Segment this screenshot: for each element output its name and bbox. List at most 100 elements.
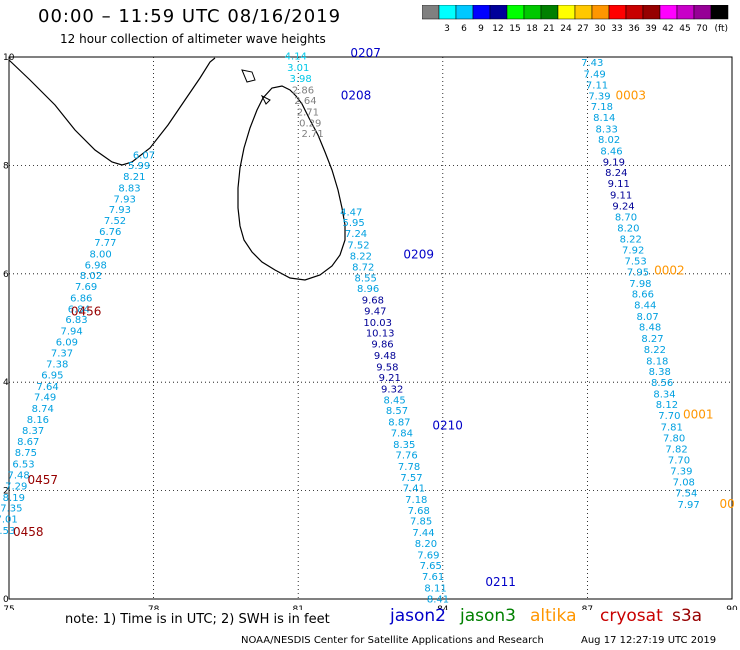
colorbar-label: 15: [509, 24, 520, 34]
wave-height-value: 8.37: [22, 426, 44, 437]
colorbar-label: 3: [444, 24, 450, 34]
y-tick-label: 10: [3, 53, 15, 63]
wave-height-value: 8.44: [634, 300, 656, 311]
colorbar-swatch: [710, 5, 729, 20]
wave-height-value: 8.34: [653, 389, 675, 400]
wave-height-value: 7.11: [586, 80, 608, 91]
wave-height-value: 7.53: [0, 526, 15, 537]
wave-height-value: 7.82: [665, 445, 687, 456]
wave-height-value: 7.18: [591, 102, 613, 113]
wave-height-value: 4.14: [285, 52, 307, 63]
wave-height-value: 7.94: [61, 327, 83, 338]
wave-height-value: 8.20: [415, 539, 437, 550]
wave-height-value: 8.16: [27, 415, 49, 426]
wave-height-value: 6.53: [12, 459, 34, 470]
colorbar-label: 30: [594, 24, 606, 34]
wave-height-value: 9.47: [364, 306, 386, 317]
wave-height-value: 7.77: [94, 238, 116, 249]
wave-height-value: 10.13: [366, 329, 395, 340]
colorbar-label: 21: [543, 24, 554, 34]
wave-height-value: 8.38: [649, 367, 671, 378]
wave-height-value: 2.64: [294, 96, 316, 107]
wave-height-value: 8.19: [3, 493, 25, 504]
colorbar-label: 42: [662, 24, 673, 34]
wave-height-value: 7.69: [75, 282, 97, 293]
x-tick-label: 84: [437, 605, 449, 610]
wave-height-value: 8.21: [123, 172, 145, 183]
wave-height-value: 8.83: [118, 183, 140, 194]
wave-height-value: 7.37: [51, 349, 73, 360]
altimeter-tracks: 6.075.998.218.837.937.937.526.767.778.00…: [0, 52, 700, 606]
wave-height-value: 2.71: [302, 129, 324, 140]
wave-height-value: 9.11: [608, 179, 630, 190]
wave-height-value: 8.24: [605, 168, 627, 179]
pass-number-label: 00: [720, 497, 735, 511]
wave-height-value: 8.27: [641, 334, 663, 345]
wave-height-value: 8.22: [350, 252, 372, 263]
wave-height-value: 8.02: [598, 135, 620, 146]
wave-height-value: 7.18: [405, 495, 427, 506]
wave-height-value: 8.18: [646, 356, 668, 367]
wave-height-value: 8.67: [17, 437, 39, 448]
coast-islet: [260, 94, 271, 105]
wave-height-value: 8.55: [355, 273, 377, 284]
colorbar-label: 39: [645, 24, 657, 34]
wave-height-value: 7.49: [583, 70, 605, 81]
colorbar-label: 33: [611, 24, 622, 34]
wave-height-value: 8.00: [89, 250, 111, 261]
wave-height-value: 7.35: [0, 504, 22, 515]
wave-height-value: 3.01: [287, 63, 309, 74]
wave-height-value: 7.38: [46, 360, 68, 371]
wave-height-value: 6.95: [41, 370, 63, 381]
pass-number-label: 0457: [27, 473, 58, 487]
wave-height-value: 5.99: [128, 161, 150, 172]
wave-height-value: 7.69: [417, 550, 439, 561]
pass-number-label: 0456: [71, 305, 102, 319]
wave-height-value: 8.12: [656, 400, 678, 411]
wave-height-value: 7.95: [627, 267, 649, 278]
wave-height-value: 7.70: [658, 411, 680, 422]
colorbar-label: 27: [577, 24, 588, 34]
wave-height-value: 7.64: [36, 382, 58, 393]
timestamp: Aug 17 12:27:19 UTC 2019: [581, 635, 717, 646]
wave-height-value: 7.44: [412, 528, 434, 539]
colorbar-label: 9: [478, 24, 484, 34]
wave-height-value: 2.71: [297, 108, 319, 119]
wave-height-value: 7.93: [114, 194, 136, 205]
wave-height-value: 7.93: [109, 205, 131, 216]
wave-height-value: 7.01: [0, 515, 18, 526]
wave-height-value: 8.41: [427, 594, 449, 605]
wave-height-value: 7.68: [408, 506, 430, 517]
wave-height-value: 7.39: [588, 91, 610, 102]
wave-height-value: 7.84: [391, 428, 413, 439]
wave-height-value: 8.70: [615, 213, 637, 224]
pass-number-label: 0209: [403, 248, 434, 262]
colorbar-label: 18: [526, 24, 538, 34]
wave-height-value: 8.96: [357, 284, 379, 295]
y-tick-label: 2: [3, 487, 9, 497]
coast-islet: [241, 69, 256, 83]
wave-height-value: 9.32: [381, 384, 403, 395]
wave-height-value: 7.49: [34, 393, 56, 404]
wave-height-value: 8.87: [388, 418, 410, 429]
wave-height-value: 7.29: [5, 482, 27, 493]
wave-height-value: 8.14: [593, 113, 615, 124]
wave-height-value: 8.22: [644, 345, 666, 356]
wave-height-value: 6.83: [65, 315, 87, 326]
wave-height-value: 6.07: [133, 150, 155, 161]
wave-height-value: 7.24: [345, 229, 367, 240]
wave-height-value: 8.02: [80, 271, 102, 282]
legend-s3a: s3a: [672, 606, 703, 626]
wave-height-value: 7.61: [422, 572, 444, 583]
x-tick-label: 90: [726, 605, 738, 610]
pass-number-label: 0458: [13, 525, 44, 539]
wave-height-value: 10.03: [363, 318, 392, 329]
colorbar-label: 45: [679, 24, 690, 34]
colorbar-unit: (ft): [714, 24, 728, 34]
wave-height-value: 7.41: [403, 484, 425, 495]
wave-height-value: 7.53: [624, 257, 646, 268]
wave-height-value: 8.22: [620, 234, 642, 245]
wave-height-value: 7.78: [398, 462, 420, 473]
wave-height-value: 7.81: [661, 422, 683, 433]
